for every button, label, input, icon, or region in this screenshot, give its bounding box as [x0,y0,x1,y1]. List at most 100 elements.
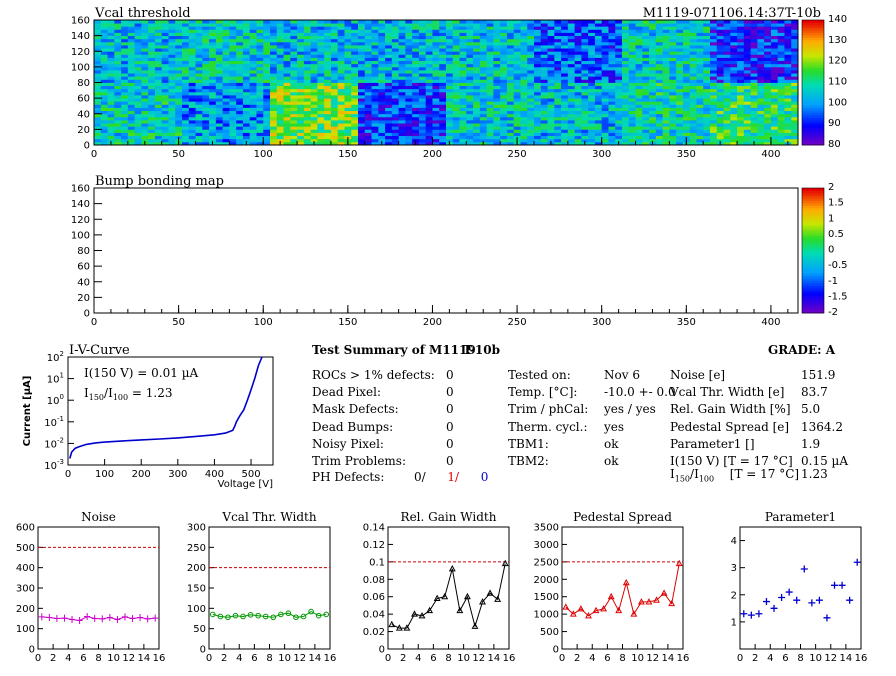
pixel-cell [513,79,521,83]
pixel-cell [236,26,244,30]
pixel-cell [635,38,643,43]
pixel-cell [635,29,643,33]
pixel-cell [513,29,521,33]
pixel-cell [622,60,630,65]
x-tick-label: 2 [221,653,227,664]
pixel-cell [324,20,332,24]
pixel-cell [486,48,494,52]
pixel-cell [622,23,630,27]
pixel-cell [114,104,122,108]
pixel-cell [737,141,745,146]
pixel-cell [330,82,339,87]
pixel-cell [100,132,108,137]
pixel-cell [696,76,704,80]
pixel-cell [215,120,224,124]
pixel-cell [696,29,704,33]
pixel-cell [500,32,508,37]
pixel-cell [249,126,257,130]
pixel-cell [337,85,345,90]
pixel-cell [479,126,488,130]
pixel-cell [540,85,548,90]
pixel-cell [432,73,440,77]
pixel-cell [703,82,711,87]
pixel-cell [303,32,312,37]
pixel-cell [574,91,582,96]
pixel-cell [669,107,677,112]
pixel-cell [337,107,345,112]
pixel-cell [249,132,257,137]
pixel-cell [669,76,677,80]
pixel-cell [283,63,291,68]
pixel-cell [398,104,406,108]
pixel-cell [723,95,731,99]
x-tick-label: 10 [457,653,470,664]
pixel-cell [737,120,745,124]
pixel-cell [682,79,691,83]
pixel-cell [385,85,393,90]
pixel-cell [270,76,278,80]
pixel-cell [466,23,474,27]
pixel-cell [412,135,420,140]
pixel-cell [486,126,494,130]
pixel-cell [737,41,745,46]
pixel-cell [466,29,474,33]
pixel-cell [689,45,697,49]
data-point [53,615,60,622]
pixel-cell [534,88,542,93]
scale-band [802,283,824,286]
pixel-cell [601,51,609,55]
pixel-cell [669,35,677,40]
pixel-cell [276,35,284,40]
pixel-cell [141,73,149,77]
pixel-cell [567,88,576,93]
pixel-cell [263,32,271,37]
pixel-cell [534,70,542,74]
pixel-cell [446,35,454,40]
pixel-cell [209,129,217,133]
pixel-cell [764,116,772,121]
scale-tick-label: 110 [828,77,847,88]
pixel-cell [703,29,711,33]
pixel-cell [405,41,413,46]
pixel-cell [784,51,792,55]
pixel-cell [547,120,555,124]
pixel-cell [270,95,278,99]
pixel-cell [303,35,312,40]
pixel-cell [513,85,521,90]
pixel-cell [547,107,555,112]
pixel-cell [622,38,630,43]
pixel-cell [615,51,623,55]
pixel-cell [236,88,244,93]
pixel-cell [703,101,711,105]
pixel-cell [249,129,257,133]
pixel-cell [364,104,372,108]
pixel-cell [432,29,440,33]
pixel-cell [351,76,359,80]
pixel-cell [276,135,284,140]
pixel-cell [127,41,136,46]
pixel-cell [466,79,474,83]
pixel-cell [303,129,312,133]
pixel-cell [209,38,217,43]
pixel-cell [737,35,745,40]
pixel-cell [418,101,427,105]
result-label: Parameter1 [] [670,436,755,451]
pixel-cell [608,32,616,37]
scale-band [802,45,824,48]
pixel-cell [506,73,515,77]
pixel-cell [378,98,386,102]
pixel-cell [175,29,183,33]
pixel-cell [141,57,149,62]
pixel-cell [134,129,142,133]
pixel-cell [669,51,677,55]
pixel-cell [195,138,203,143]
pixel-cell [567,51,576,55]
pixel-cell [270,129,278,133]
pixel-cell [682,76,691,80]
pixel-cell [520,107,528,112]
pixel-cell [459,107,467,112]
pixel-cell [154,60,163,65]
pixel-cell [297,88,305,93]
pixel-cell [784,63,792,68]
pixel-cell [94,38,102,43]
